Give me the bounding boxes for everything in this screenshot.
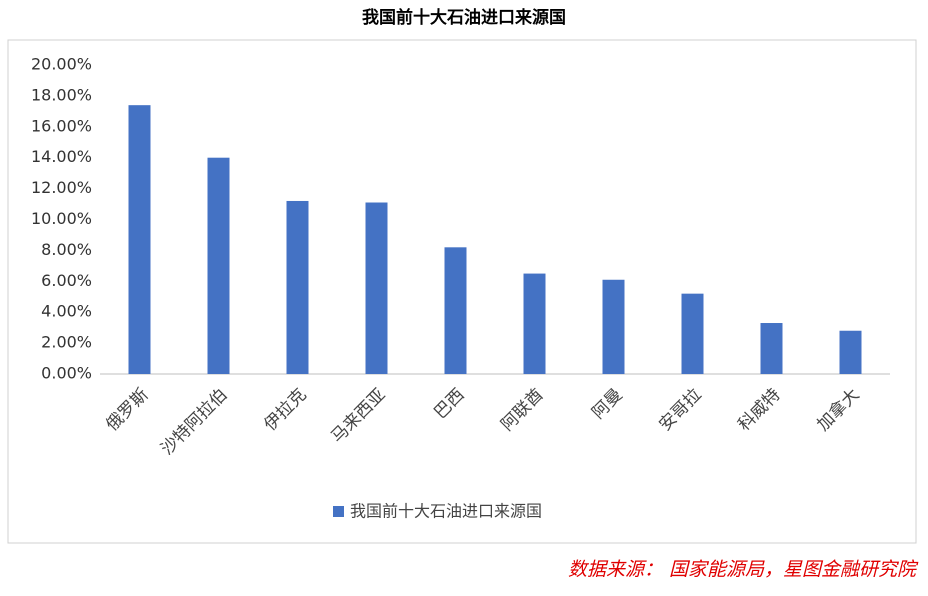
- x-tick-label: 科威特: [734, 385, 784, 435]
- bar: [681, 293, 704, 374]
- chart-frame: [7, 39, 917, 544]
- bar: [444, 247, 467, 374]
- bar: [523, 273, 546, 374]
- bar: [207, 157, 230, 374]
- y-tick-label: 6.00%: [41, 271, 92, 290]
- y-tick-label: 0.00%: [41, 364, 92, 383]
- y-tick-label: 18.00%: [31, 85, 92, 104]
- y-tick-label: 8.00%: [41, 240, 92, 259]
- y-tick-label: 14.00%: [31, 147, 92, 166]
- y-tick-label: 20.00%: [31, 55, 92, 74]
- bar: [760, 323, 783, 374]
- y-tick-label: 12.00%: [31, 178, 92, 197]
- x-tick-label: 安哥拉: [655, 385, 705, 435]
- x-tick-label: 巴西: [430, 385, 468, 423]
- x-tick-label: 阿联酋: [497, 385, 547, 435]
- bar: [839, 330, 862, 374]
- bar: [128, 105, 151, 375]
- y-tick-label: 2.00%: [41, 333, 92, 352]
- y-tick-label: 4.00%: [41, 302, 92, 321]
- x-tick-label: 沙特阿拉伯: [157, 385, 231, 459]
- y-tick-label: 16.00%: [31, 116, 92, 135]
- x-tick-label: 马来西亚: [327, 385, 389, 447]
- x-tick-label: 伊拉克: [260, 385, 310, 435]
- x-tick-label: 阿曼: [588, 385, 626, 423]
- chart-title: 我国前十大石油进口来源国: [362, 7, 566, 28]
- bar: [602, 279, 625, 374]
- bar: [286, 200, 309, 374]
- y-tick-label: 10.00%: [31, 209, 92, 228]
- x-tick-label: 俄罗斯: [102, 385, 152, 435]
- x-tick-label: 加拿大: [813, 384, 864, 435]
- source-note: 数据来源： 国家能源局，星图金融研究院: [568, 559, 919, 581]
- legend-swatch: [333, 506, 344, 517]
- bar: [365, 202, 388, 374]
- legend-label: 我国前十大石油进口来源国: [350, 502, 542, 521]
